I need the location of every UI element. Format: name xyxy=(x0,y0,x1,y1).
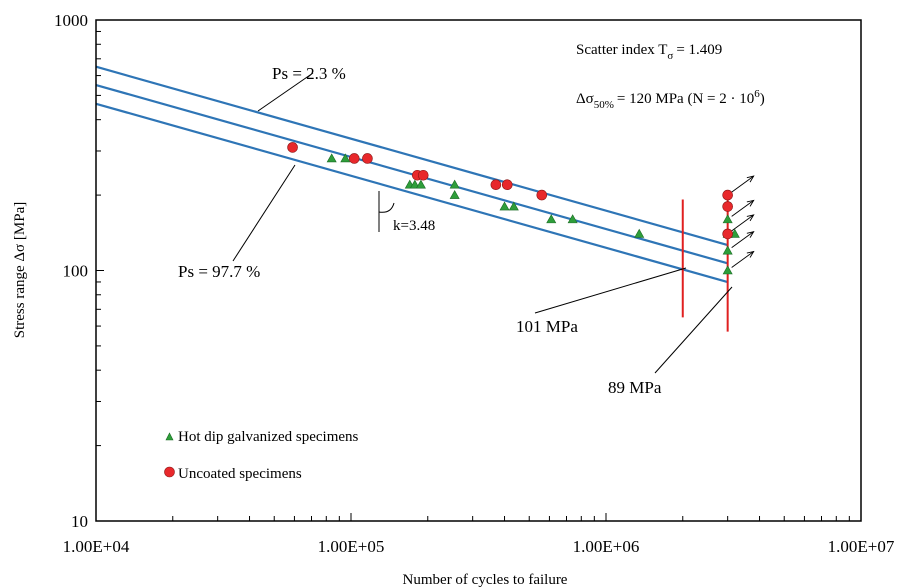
uncoated-point xyxy=(490,179,502,191)
callout-ps-top xyxy=(257,72,314,112)
scatter-index-sub: σ xyxy=(667,50,673,62)
uncoated-point xyxy=(722,228,733,240)
legend-triangle-marker xyxy=(165,432,174,441)
callout-ps-bottom xyxy=(232,164,296,262)
runout-arrowhead xyxy=(746,250,755,258)
median-close: ) xyxy=(760,91,765,107)
runout-arrowhead xyxy=(746,199,755,207)
axis-ticks xyxy=(95,30,862,522)
galvanized-point xyxy=(567,214,578,224)
uncoated-point xyxy=(362,153,373,164)
legend-label-galvanized: Hot dip galvanized specimens xyxy=(178,429,359,445)
stress-89-label: 89 MPa xyxy=(608,378,662,397)
legend-circle-marker xyxy=(164,466,175,478)
runout-arrow xyxy=(731,175,754,193)
galvanized-point xyxy=(340,153,351,163)
x-tick-label: 1.00E+06 xyxy=(573,537,640,556)
galvanized-point xyxy=(449,189,460,199)
runout-arrowhead xyxy=(746,175,755,183)
galvanized-point xyxy=(546,214,557,224)
scatter-index-text: Scatter index Tσ = 1.409 xyxy=(576,42,722,62)
uncoated-point xyxy=(287,142,298,153)
x-axis-label: Number of cycles to failure xyxy=(403,572,568,588)
galvanized-point xyxy=(415,179,426,189)
galvanized-point xyxy=(634,228,645,238)
y-axis-label: Stress range Δσ [MPa] xyxy=(12,202,28,338)
regression-lines xyxy=(95,65,728,284)
stress-101-label: 101 MPa xyxy=(516,317,578,336)
galvanized-point xyxy=(722,214,733,224)
data-points xyxy=(287,142,740,275)
runout-arrowhead xyxy=(746,230,755,238)
median-prefix: Δσ xyxy=(576,91,594,107)
x-tick-label: 1.00E+05 xyxy=(318,537,385,556)
slope-label: k=3.48 xyxy=(393,218,435,234)
sn-regression-line xyxy=(95,83,728,265)
callout-101 xyxy=(534,267,687,314)
galvanized-point xyxy=(449,179,460,189)
uncoated-point xyxy=(417,169,429,181)
callout-lines xyxy=(232,72,733,374)
scatter-index-prefix: Scatter index T xyxy=(576,42,667,58)
runout-arrow xyxy=(731,214,754,232)
galvanized-point xyxy=(722,265,733,275)
ps-top-label: Ps = 2.3 % xyxy=(272,64,346,83)
galvanized-point xyxy=(508,201,519,211)
galvanized-point xyxy=(409,179,420,189)
uncoated-point xyxy=(348,153,360,164)
median-exp: 6 xyxy=(754,88,760,100)
y-tick-label: 100 xyxy=(63,262,89,281)
median-sub: 50% xyxy=(594,99,614,111)
uncoated-point xyxy=(722,189,733,201)
y-tick-label: 1000 xyxy=(54,11,88,30)
galvanized-point xyxy=(499,201,510,211)
runout-arrowhead xyxy=(746,214,755,222)
galvanized-point xyxy=(722,245,733,255)
callout-89 xyxy=(654,286,733,374)
sn-regression-line xyxy=(95,102,728,284)
vertical-markers xyxy=(681,199,729,332)
runout-arrow xyxy=(731,251,754,268)
galvanized-point xyxy=(326,153,337,163)
ps-bottom-label: Ps = 97.7 % xyxy=(178,262,260,281)
y-tick-label: 10 xyxy=(71,512,88,531)
scatter-index-value: = 1.409 xyxy=(676,42,722,58)
runout-arrow xyxy=(731,231,754,249)
x-tick-label: 1.00E+07 xyxy=(828,537,895,556)
uncoated-point xyxy=(501,179,513,191)
runout-arrow xyxy=(731,200,754,217)
x-tick-label: 1.00E+04 xyxy=(63,537,130,556)
slope-indicator-arc xyxy=(378,202,395,213)
sn-regression-line xyxy=(95,65,728,247)
runout-arrows xyxy=(731,175,755,268)
legend-label-uncoated: Uncoated specimens xyxy=(178,466,302,482)
median-stress-text: Δσ50% = 120 MPa (N = 2 · 106) xyxy=(576,88,765,111)
uncoated-point xyxy=(722,201,733,212)
legend: Hot dip galvanized specimens Uncoated sp… xyxy=(164,429,359,482)
uncoated-point xyxy=(536,189,548,201)
median-value: = 120 MPa (N = 2 · 10 xyxy=(617,91,754,107)
